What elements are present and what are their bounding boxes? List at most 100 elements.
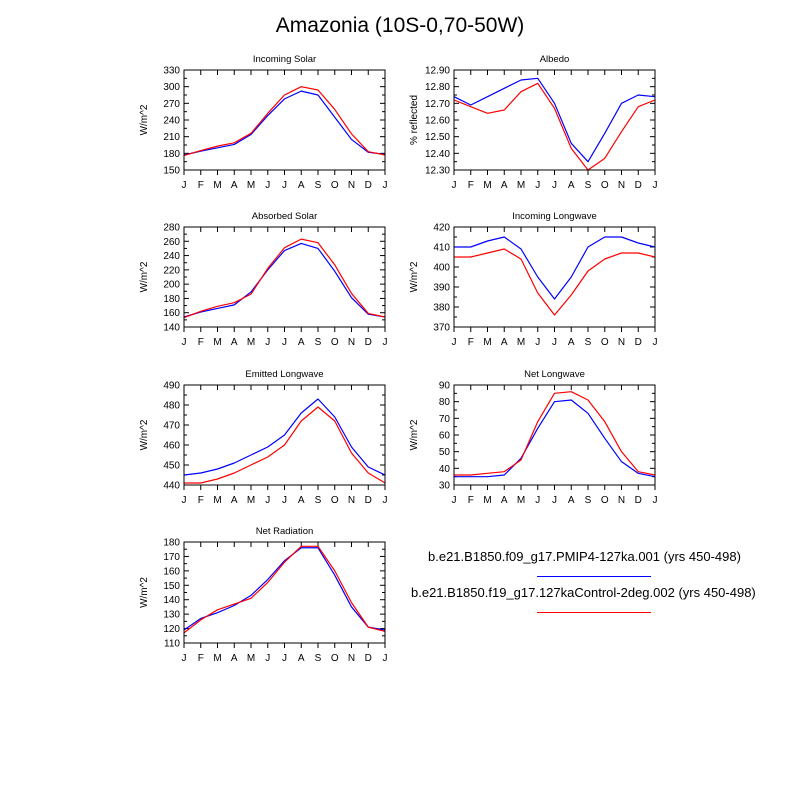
- x-tick-label: N: [618, 337, 625, 348]
- x-tick-label: A: [298, 653, 305, 664]
- y-axis-label-albedo: % reflected: [409, 95, 420, 145]
- x-tick-label: A: [298, 495, 305, 506]
- y-tick-label: 60: [439, 431, 451, 442]
- x-tick-label: M: [247, 180, 255, 191]
- x-tick-label: J: [452, 337, 457, 348]
- x-tick-label: J: [383, 180, 388, 191]
- y-tick-label: 440: [163, 481, 180, 492]
- y-tick-label: 420: [433, 223, 450, 234]
- panel-net-radiation: Net Radiation W/m^2 110 120 130 140 150 160 170 1…: [139, 526, 388, 664]
- series-line-2-emitted-longwave: [184, 406, 386, 484]
- x-tick-label: S: [585, 495, 592, 506]
- panel-title-net-radiation: Net Radiation: [256, 526, 314, 537]
- series-line-1-incoming-solar: [183, 90, 386, 156]
- x-tick-label: F: [198, 495, 204, 506]
- x-tick-label: N: [348, 180, 355, 191]
- x-tick-label: M: [213, 337, 221, 348]
- y-tick-label: 460: [163, 441, 180, 452]
- x-tick-label: A: [231, 337, 238, 348]
- x-tick-label: O: [331, 180, 339, 191]
- series-line-2-incoming-solar: [183, 86, 386, 157]
- y-tick-label: 260: [163, 237, 180, 248]
- y-tick-label: 180: [163, 149, 180, 160]
- series-line-1-absorbed-solar: [183, 242, 386, 318]
- x-tick-label: D: [635, 337, 642, 348]
- x-tick-label: J: [653, 180, 658, 191]
- y-tick-label: 110: [164, 639, 180, 650]
- legend-label-series-2: b.e21.B1850.f19_g17.127kaControl-2deg.00…: [411, 585, 756, 600]
- y-tick-label: 380: [433, 303, 450, 314]
- y-tick-label: 90: [439, 381, 451, 392]
- series-line-2-incoming-longwave: [454, 248, 656, 316]
- x-tick-label: J: [265, 337, 270, 348]
- y-axis-label-absorbed-solar: W/m^2: [139, 261, 150, 292]
- y-tick-label: 410: [433, 243, 450, 254]
- y-tick-label: 390: [433, 283, 450, 294]
- series-line-1-net-radiation: [183, 547, 386, 631]
- x-tick-label: A: [568, 337, 575, 348]
- plot-frame-albedo: [453, 69, 656, 171]
- x-tick-label: A: [568, 495, 575, 506]
- x-tick-label: N: [348, 337, 355, 348]
- legend-label-series-1: b.e21.B1850.f09_g17.PMIP4-127ka.001 (yrs…: [428, 549, 741, 564]
- x-tick-label: J: [182, 495, 187, 506]
- x-tick-label: J: [552, 495, 557, 506]
- x-tick-label: A: [501, 337, 508, 348]
- panel-title-albedo: Albedo: [540, 54, 570, 65]
- x-tick-label: J: [383, 653, 388, 664]
- x-tick-label: J: [653, 495, 658, 506]
- x-tick-label: J: [383, 495, 388, 506]
- y-tick-label: 330: [163, 66, 180, 77]
- x-tick-label: J: [282, 495, 287, 506]
- x-tick-label: O: [331, 653, 339, 664]
- x-tick-label: S: [585, 337, 592, 348]
- y-tick-label: 12.40: [425, 149, 450, 160]
- x-tick-label: A: [298, 337, 305, 348]
- x-tick-label: M: [247, 653, 255, 664]
- y-tick-label: 70: [439, 414, 451, 425]
- x-tick-label: J: [265, 495, 270, 506]
- x-tick-label: J: [383, 337, 388, 348]
- x-tick-label: J: [282, 653, 287, 664]
- panel-title-absorbed-solar: Absorbed Solar: [252, 211, 317, 222]
- x-tick-label: N: [348, 653, 355, 664]
- x-tick-label: F: [198, 653, 204, 664]
- panel-title-net-longwave: Net Longwave: [524, 369, 585, 380]
- x-tick-label: O: [601, 337, 609, 348]
- x-tick-label: S: [585, 180, 592, 191]
- x-tick-label: N: [348, 495, 355, 506]
- x-tick-label: M: [517, 495, 525, 506]
- x-tick-label: M: [483, 337, 491, 348]
- y-axis-label-net-radiation: W/m^2: [139, 577, 150, 608]
- x-tick-label: M: [517, 180, 525, 191]
- x-tick-label: O: [331, 495, 339, 506]
- x-tick-label: F: [468, 495, 474, 506]
- y-tick-label: 480: [163, 401, 180, 412]
- x-tick-label: M: [247, 495, 255, 506]
- x-tick-label: J: [282, 337, 287, 348]
- panel-incoming-longwave: Incoming Longwave W/m^2 370 380 390 400 410 420…: [409, 211, 658, 348]
- y-axis-label-emitted-longwave: W/m^2: [139, 419, 150, 450]
- y-tick-label: 140: [163, 595, 180, 606]
- panel-emitted-longwave: Emitted Longwave W/m^2 440 450 460 470 480 490 J…: [139, 369, 388, 506]
- y-tick-label: 12.80: [425, 82, 450, 93]
- x-tick-label: N: [618, 180, 625, 191]
- panel-title-incoming-longwave: Incoming Longwave: [512, 211, 597, 222]
- x-tick-label: D: [365, 495, 372, 506]
- x-tick-label: N: [618, 495, 625, 506]
- y-tick-label: 180: [163, 294, 180, 305]
- x-tick-label: S: [315, 337, 322, 348]
- plot-frame-incoming-solar: [183, 69, 386, 171]
- y-tick-label: 12.50: [425, 132, 450, 143]
- x-tick-label: F: [198, 337, 204, 348]
- x-tick-label: F: [468, 180, 474, 191]
- page-title: Amazonia (10S-0,70-50W): [275, 14, 525, 37]
- x-tick-label: O: [331, 337, 339, 348]
- x-tick-label: O: [601, 180, 609, 191]
- x-tick-label: J: [552, 180, 557, 191]
- x-tick-label: J: [265, 180, 270, 191]
- x-tick-label: J: [182, 180, 187, 191]
- x-tick-label: J: [452, 180, 457, 191]
- y-axis-label-net-longwave: W/m^2: [409, 419, 420, 450]
